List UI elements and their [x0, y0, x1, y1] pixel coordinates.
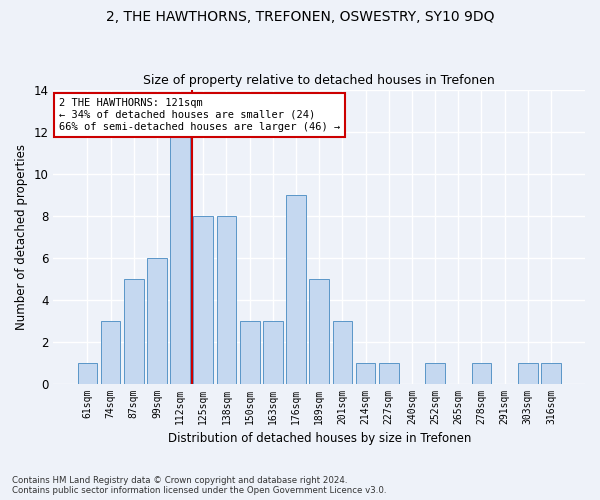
Bar [240, 320, 260, 384]
Bar [286, 194, 306, 384]
Bar [147, 258, 167, 384]
Bar [379, 362, 398, 384]
Bar [425, 362, 445, 384]
Bar [124, 278, 143, 384]
Bar [77, 362, 97, 384]
Bar [310, 278, 329, 384]
Text: 2, THE HAWTHORNS, TREFONEN, OSWESTRY, SY10 9DQ: 2, THE HAWTHORNS, TREFONEN, OSWESTRY, SY… [106, 10, 494, 24]
Text: 2 THE HAWTHORNS: 121sqm
← 34% of detached houses are smaller (24)
66% of semi-de: 2 THE HAWTHORNS: 121sqm ← 34% of detache… [59, 98, 340, 132]
Bar [263, 320, 283, 384]
Bar [472, 362, 491, 384]
Bar [356, 362, 376, 384]
Bar [518, 362, 538, 384]
Bar [170, 132, 190, 384]
Bar [101, 320, 121, 384]
Bar [217, 216, 236, 384]
Bar [332, 320, 352, 384]
Bar [193, 216, 213, 384]
Text: Contains HM Land Registry data © Crown copyright and database right 2024.
Contai: Contains HM Land Registry data © Crown c… [12, 476, 386, 495]
Y-axis label: Number of detached properties: Number of detached properties [15, 144, 28, 330]
Title: Size of property relative to detached houses in Trefonen: Size of property relative to detached ho… [143, 74, 495, 87]
X-axis label: Distribution of detached houses by size in Trefonen: Distribution of detached houses by size … [167, 432, 471, 445]
Bar [541, 362, 561, 384]
